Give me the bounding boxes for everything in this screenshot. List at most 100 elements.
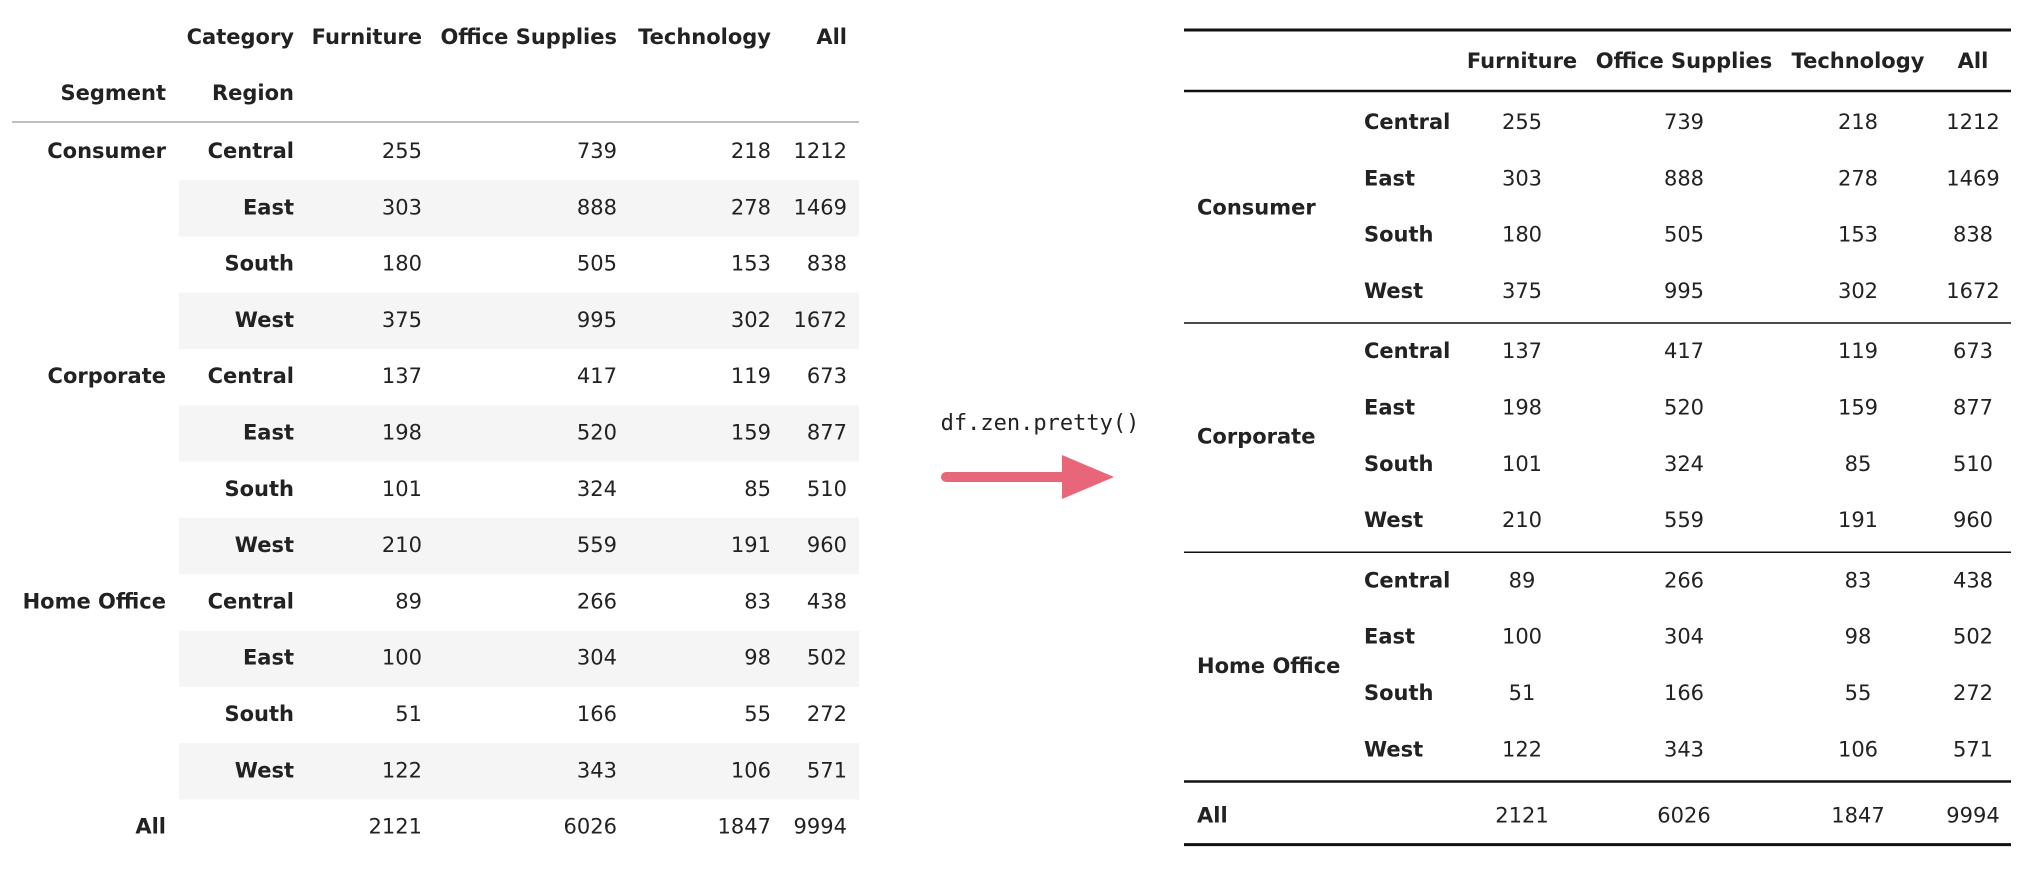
cell-value: 739 [1664,110,1704,134]
region-label: South [225,477,295,501]
cell-value: 343 [577,758,617,782]
cell-value: 502 [1953,625,1993,649]
cell-value: 55 [1845,681,1872,705]
cell-value: 304 [1664,625,1704,649]
row-stripe [179,630,859,687]
cell-value: 85 [744,477,771,501]
column-header: Technology [638,25,771,49]
region-label: South [1364,223,1434,247]
cell-value: 417 [1664,339,1704,363]
region-label: East [243,646,294,670]
cell-value: 1212 [794,139,847,163]
cell-value: 278 [731,195,771,219]
cell-value: 119 [1838,339,1878,363]
cell-value: 302 [731,308,771,332]
row-stripe [179,517,859,575]
region-label: East [243,195,294,219]
region-label: East [1364,166,1415,190]
region-label: South [225,702,295,726]
cell-value: 210 [382,533,422,557]
index-name: Region [212,81,294,105]
total-value: 6026 [564,815,617,839]
cell-value: 960 [807,533,847,557]
cell-value: 877 [1953,396,1993,420]
cell-value: 877 [807,421,847,445]
row-stripe [179,405,859,462]
cell-value: 266 [577,589,617,613]
cell-value: 210 [1502,508,1542,532]
cell-value: 510 [807,477,847,501]
cell-value: 98 [744,646,771,670]
cell-value: 272 [807,702,847,726]
cell-value: 438 [1953,568,1993,592]
region-label: West [1364,279,1423,303]
cell-value: 159 [1838,396,1878,420]
cell-value: 1469 [794,195,847,219]
cell-value: 673 [807,364,847,388]
cell-value: 1672 [794,308,847,332]
region-label: South [225,252,295,276]
cell-value: 122 [1502,737,1542,761]
cell-value: 739 [577,139,617,163]
code-label: df.zen.pretty() [941,411,1140,436]
cell-value: 101 [382,477,422,501]
row-stripe [179,180,859,237]
cell-value: 166 [577,702,617,726]
cell-value: 1672 [1946,279,1999,303]
segment-label: Home Office [23,589,166,613]
column-header: Office Supplies [1596,49,1773,73]
cell-value: 198 [382,421,422,445]
cell-value: 137 [1502,339,1542,363]
cell-value: 272 [1953,681,1993,705]
total-label: All [1197,804,1228,828]
column-header: Office Supplies [440,25,617,49]
cell-value: 218 [731,139,771,163]
cell-value: 100 [1502,625,1542,649]
region-label: East [1364,396,1415,420]
cell-value: 255 [382,139,422,163]
cell-value: 324 [577,477,617,501]
cell-value: 89 [1509,568,1536,592]
region-label: Central [208,139,294,163]
cell-value: 85 [1845,452,1872,476]
cell-value: 83 [744,589,771,613]
cell-value: 505 [577,252,617,276]
segment-label: Consumer [47,139,166,163]
region-label: West [235,758,294,782]
region-label: East [1364,625,1415,649]
cell-value: 520 [1664,396,1704,420]
region-label: East [243,421,294,445]
cell-value: 89 [395,589,422,613]
region-label: Central [208,364,294,388]
cell-value: 505 [1664,223,1704,247]
cell-value: 153 [731,252,771,276]
index-name: Segment [60,81,166,105]
cell-value: 191 [1838,508,1878,532]
cell-value: 51 [1509,681,1536,705]
cell-value: 510 [1953,452,1993,476]
cell-value: 888 [577,195,617,219]
cell-value: 266 [1664,568,1704,592]
cell-value: 83 [1845,568,1872,592]
cell-value: 218 [1838,110,1878,134]
cell-value: 838 [807,252,847,276]
column-header: Furniture [1467,49,1577,73]
total-value: 1847 [718,815,771,839]
cell-value: 559 [1664,508,1704,532]
total-value: 1847 [1831,804,1884,828]
cell-value: 198 [1502,396,1542,420]
column-axis-name: Category [187,25,295,49]
cell-value: 100 [382,646,422,670]
cell-value: 303 [382,195,422,219]
cell-value: 995 [577,308,617,332]
cell-value: 673 [1953,339,1993,363]
cell-value: 960 [1953,508,1993,532]
cell-value: 838 [1953,223,1993,247]
row-stripe [179,292,859,350]
cell-value: 438 [807,589,847,613]
segment-label: Home Office [1197,654,1340,678]
region-label: Central [208,589,294,613]
region-label: West [235,308,294,332]
cell-value: 55 [744,702,771,726]
